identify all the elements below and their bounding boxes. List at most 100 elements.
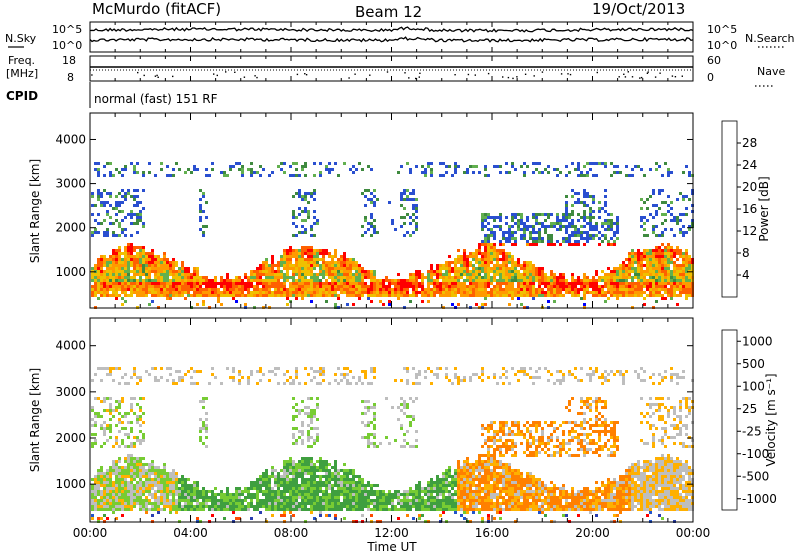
heatmap-cell <box>499 240 502 243</box>
heatmap-cell <box>388 279 391 282</box>
heatmap-cell <box>661 231 664 234</box>
heatmap-cell <box>454 261 457 264</box>
heatmap-cell <box>109 258 112 261</box>
heatmap-cell <box>136 189 139 192</box>
heatmap-cell <box>667 273 670 276</box>
nave-point <box>213 73 215 75</box>
heatmap-cell <box>331 285 334 288</box>
heatmap-cell <box>163 252 166 255</box>
heatmap-cell <box>166 258 169 261</box>
heatmap-cell <box>121 514 124 517</box>
heatmap-cell <box>322 493 325 496</box>
heatmap-cell <box>325 463 328 466</box>
heatmap-cell <box>211 496 214 499</box>
heatmap-cell <box>433 282 436 285</box>
heatmap-cell <box>124 216 127 219</box>
heatmap-cell <box>526 279 529 282</box>
heatmap-cell <box>172 496 175 499</box>
heatmap-cell <box>169 478 172 481</box>
heatmap-cell <box>331 168 334 171</box>
heatmap-cell <box>397 291 400 294</box>
heatmap-cell <box>136 472 139 475</box>
heatmap-cell <box>502 234 505 237</box>
heatmap-cell <box>100 195 103 198</box>
heatmap-cell <box>547 216 550 219</box>
heatmap-cell <box>292 210 295 213</box>
heatmap-cell <box>622 288 625 291</box>
heatmap-cell <box>490 243 493 246</box>
heatmap-cell <box>418 285 421 288</box>
heatmap-cell <box>328 382 331 385</box>
heatmap-cell <box>397 297 400 300</box>
heatmap-cell <box>289 261 292 264</box>
heatmap-cell <box>682 255 685 258</box>
heatmap-cell <box>478 288 481 291</box>
heatmap-cell <box>448 285 451 288</box>
heatmap-cell <box>307 282 310 285</box>
heatmap-cell <box>427 294 430 297</box>
heatmap-cell <box>304 219 307 222</box>
heatmap-cell <box>334 373 337 376</box>
heatmap-cell <box>670 279 673 282</box>
heatmap-cell <box>559 243 562 246</box>
heatmap-cell <box>298 249 301 252</box>
heatmap-cell <box>679 249 682 252</box>
heatmap-cell <box>640 261 643 264</box>
heatmap-cell <box>163 288 166 291</box>
heatmap-cell <box>181 487 184 490</box>
heatmap-cell <box>121 376 124 379</box>
heatmap-cell <box>652 255 655 258</box>
heatmap-cell <box>97 297 100 300</box>
heatmap-cell <box>358 475 361 478</box>
heatmap-cell <box>175 508 178 511</box>
heatmap-cell <box>241 508 244 511</box>
heatmap-cell <box>256 267 259 270</box>
heatmap-cell <box>385 291 388 294</box>
heatmap-cell <box>133 370 136 373</box>
heatmap-cell <box>391 294 394 297</box>
heatmap-cell <box>628 252 631 255</box>
heatmap-cell <box>139 469 142 472</box>
heatmap-cell <box>295 478 298 481</box>
heatmap-cell <box>346 496 349 499</box>
heatmap-cell <box>127 466 130 469</box>
heatmap-cell <box>127 496 130 499</box>
heatmap-cell <box>247 285 250 288</box>
heatmap-cell <box>295 508 298 511</box>
power-ylabel: Slant Range [km] <box>28 159 42 263</box>
heatmap-cell <box>295 484 298 487</box>
heatmap-cell <box>283 273 286 276</box>
heatmap-cell <box>169 493 172 496</box>
heatmap-cell <box>346 264 349 267</box>
heatmap-cell <box>304 484 307 487</box>
heatmap-cell <box>193 496 196 499</box>
heatmap-cell <box>358 288 361 291</box>
heatmap-cell <box>163 291 166 294</box>
heatmap-cell <box>310 487 313 490</box>
heatmap-cell <box>433 294 436 297</box>
heatmap-cell <box>307 487 310 490</box>
heatmap-cell <box>673 279 676 282</box>
heatmap-cell <box>460 261 463 264</box>
heatmap-cell <box>196 499 199 502</box>
heatmap-cell <box>610 288 613 291</box>
heatmap-cell <box>127 270 130 273</box>
heatmap-cell <box>310 300 313 303</box>
heatmap-cell <box>481 243 484 246</box>
heatmap-cell <box>595 222 598 225</box>
heatmap-cell <box>532 171 535 174</box>
heatmap-cell <box>145 478 148 481</box>
heatmap-cell <box>97 171 100 174</box>
heatmap-cell <box>529 279 532 282</box>
heatmap-cell <box>310 379 313 382</box>
heatmap-cell <box>388 303 391 306</box>
heatmap-cell <box>118 267 121 270</box>
heatmap-cell <box>265 481 268 484</box>
heatmap-cell <box>295 282 298 285</box>
heatmap-cell <box>499 171 502 174</box>
heatmap-cell <box>511 213 514 216</box>
heatmap-cell <box>304 267 307 270</box>
heatmap-cell <box>295 294 298 297</box>
heatmap-cell <box>157 475 160 478</box>
heatmap-cell <box>199 502 202 505</box>
